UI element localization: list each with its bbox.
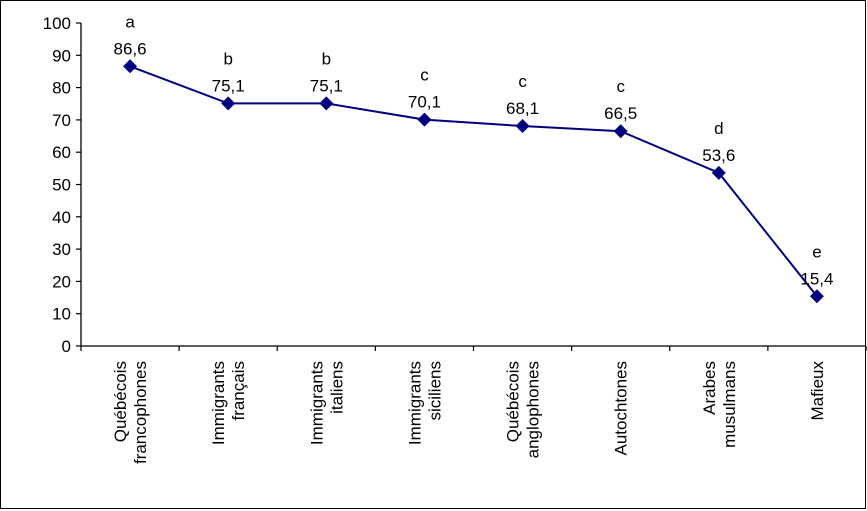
group-letter-label: c xyxy=(518,72,527,91)
y-axis-ticks: 0 10 20 30 40 50 60 70 80 90 100 xyxy=(43,14,81,356)
x-category-label: Québécois francophones xyxy=(111,361,150,464)
series-line xyxy=(129,65,818,297)
data-value-label: 86,6 xyxy=(114,39,147,58)
x-category-label: Immigrants français xyxy=(209,361,248,445)
group-letter-label: d xyxy=(714,119,723,138)
data-point-marker xyxy=(515,119,530,134)
y-tick-label: 0 xyxy=(62,337,71,356)
y-tick-label: 100 xyxy=(43,14,71,33)
x-axis-categories: Québécois francophones Immigrants français I… xyxy=(80,346,867,464)
data-value-label: 75,1 xyxy=(310,76,343,95)
x-category-label: Mafieux xyxy=(808,361,827,421)
x-category-label-line: siciliens xyxy=(425,361,444,421)
y-tick-label: 90 xyxy=(52,46,71,65)
plot-area: 86,6 a 75,1 b 75,1 b 70,1 c 68,1 c 66,5 c 53,6 d 15,4 e xyxy=(114,12,833,304)
x-category-label: Immigrants siciliens xyxy=(405,361,444,445)
data-value-label: 68,1 xyxy=(506,99,539,118)
y-tick-label: 40 xyxy=(52,208,71,227)
axes xyxy=(80,23,866,347)
data-value-label: 53,6 xyxy=(702,146,735,165)
x-category-label-line: Québécois xyxy=(504,361,523,442)
x-category-label-line: Immigrants xyxy=(405,361,424,445)
x-category-label-line: Autochtones xyxy=(612,361,631,456)
group-letter-label: a xyxy=(125,12,135,31)
data-point-marker xyxy=(319,96,334,111)
group-letter-label: e xyxy=(812,242,821,261)
y-tick-label: 70 xyxy=(52,111,71,130)
x-category-label: Arabes musulmans xyxy=(700,361,739,448)
y-tick-label: 80 xyxy=(52,79,71,98)
x-category-label: Immigrants italiens xyxy=(307,361,346,445)
x-category-label-line: anglophones xyxy=(524,361,543,458)
group-letter-label: b xyxy=(322,49,331,68)
data-point-marker xyxy=(613,124,628,139)
x-category-label-line: francophones xyxy=(131,361,150,464)
group-letter-label: c xyxy=(420,66,429,85)
group-letter-label: b xyxy=(223,49,232,68)
y-tick-label: 50 xyxy=(52,176,71,195)
data-value-label: 70,1 xyxy=(408,93,441,112)
y-tick-label: 20 xyxy=(52,272,71,291)
group-letter-label: c xyxy=(616,77,625,96)
x-category-label: Autochtones xyxy=(612,361,631,456)
x-category-label-line: Québécois xyxy=(111,361,130,442)
data-value-label: 75,1 xyxy=(212,76,245,95)
data-value-label: 66,5 xyxy=(604,104,637,123)
data-point-marker xyxy=(123,59,138,74)
data-value-label: 15,4 xyxy=(800,269,833,288)
data-point-marker xyxy=(417,112,432,127)
x-category-label-line: italiens xyxy=(327,361,346,414)
x-category-label-line: Immigrants xyxy=(209,361,228,445)
x-category-label-line: français xyxy=(229,361,248,421)
data-point-marker xyxy=(809,289,824,304)
x-category-label-line: Immigrants xyxy=(307,361,326,445)
x-category-label-line: Arabes xyxy=(700,361,719,415)
y-tick-label: 60 xyxy=(52,143,71,162)
x-category-label: Québécois anglophones xyxy=(504,361,543,458)
x-category-label-line: musulmans xyxy=(720,361,739,448)
x-category-label-line: Mafieux xyxy=(808,361,827,421)
data-point-marker xyxy=(221,96,236,111)
y-tick-label: 30 xyxy=(52,240,71,259)
y-tick-label: 10 xyxy=(52,305,71,324)
data-point-marker xyxy=(711,165,726,180)
